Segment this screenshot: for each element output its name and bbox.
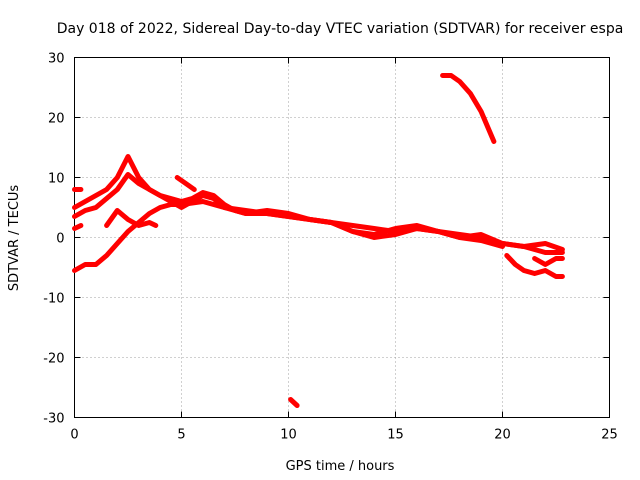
x-axis-label: GPS time / hours [286, 459, 395, 474]
x-tick-label: 10 [280, 428, 297, 443]
series-trace-h [440, 73, 497, 144]
y-tick-label: -20 [43, 352, 64, 367]
series-trace-k [532, 256, 565, 267]
data-series [72, 73, 565, 408]
series-trace-d [104, 208, 159, 228]
y-tick-label: 20 [48, 112, 65, 127]
series-trace-g [72, 223, 84, 231]
x-tick-label: 20 [494, 428, 511, 443]
grid [74, 57, 610, 418]
x-tick-label: 0 [70, 428, 78, 443]
y-tick-label: -10 [43, 292, 64, 307]
chart-title: Day 018 of 2022, Sidereal Day-to-day VTE… [57, 21, 624, 37]
y-tick-label: 30 [48, 52, 65, 67]
x-tick-label: 15 [387, 428, 404, 443]
series-trace-j [504, 253, 565, 279]
axis-ticks: 0 5 10 15 20 25 -30 -20 -10 0 10 20 30 [43, 52, 618, 443]
y-axis-label: SDTVAR / TECUs [7, 185, 22, 292]
series-trace-e [174, 175, 197, 192]
series-trace-c [72, 199, 505, 273]
y-tick-label: 10 [48, 172, 65, 187]
x-tick-label: 25 [601, 428, 618, 443]
y-tick-label: 0 [56, 232, 64, 247]
series-trace-i [288, 397, 300, 408]
y-tick-label: -30 [43, 412, 64, 427]
x-tick-label: 5 [177, 428, 185, 443]
